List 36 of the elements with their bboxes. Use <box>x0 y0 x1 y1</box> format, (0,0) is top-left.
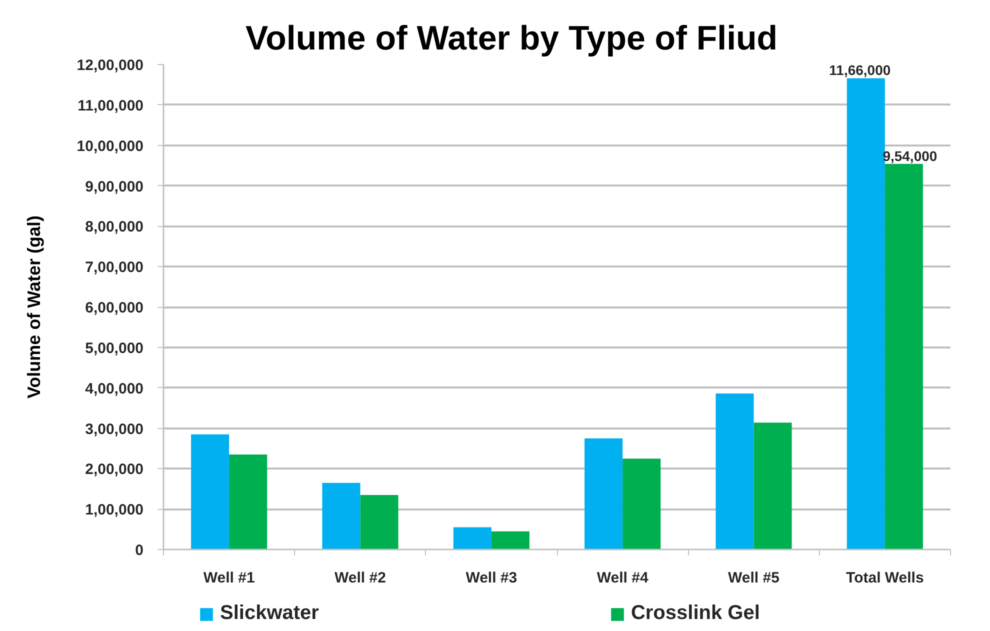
x-tick-label: Well #1 <box>203 570 255 586</box>
legend-label: Crosslink Gel <box>630 602 760 625</box>
x-tick-label: Well #3 <box>466 570 518 586</box>
y-axis-title: Volume of Water (gal) <box>24 215 44 399</box>
bar <box>884 164 923 550</box>
bar <box>491 531 530 550</box>
legend-label: Slickwater <box>220 602 319 625</box>
bar <box>754 422 792 550</box>
y-tick-label: 3,00,000 <box>85 420 144 438</box>
y-tick-label: 7,00,000 <box>85 259 144 276</box>
bar <box>584 438 623 550</box>
y-tick-label: 8,00,000 <box>85 218 144 236</box>
x-tick-label: Well #2 <box>334 570 386 586</box>
bar <box>716 393 754 550</box>
x-tick-label: Well #5 <box>728 570 780 586</box>
bar <box>622 458 661 550</box>
y-tick-label: 1,00,000 <box>85 502 144 519</box>
bar <box>229 454 268 550</box>
bar <box>846 78 885 550</box>
bar <box>191 434 230 550</box>
y-tick-label: 11,00,000 <box>78 97 144 114</box>
y-tick-label: 0 <box>135 542 144 559</box>
y-tick-label: 9,00,000 <box>85 178 144 196</box>
y-tick-label: 4,00,000 <box>85 380 144 398</box>
y-tick-label: 6,00,000 <box>85 300 144 316</box>
data-label: 11,66,000 <box>829 62 891 78</box>
y-tick-label: 5,00,000 <box>85 340 144 357</box>
y-tick-label: 12,00,000 <box>76 57 144 74</box>
bar <box>322 482 360 550</box>
y-tick-label: 2,00,000 <box>85 461 144 478</box>
x-tick-label: Total Wells <box>846 570 924 586</box>
bar <box>360 494 398 550</box>
y-tick-label: 10,00,000 <box>76 138 144 155</box>
chart-title: Volume of Water by Type of Fliud <box>246 20 778 58</box>
bar <box>453 527 492 550</box>
x-tick-label: Well #4 <box>596 570 649 586</box>
